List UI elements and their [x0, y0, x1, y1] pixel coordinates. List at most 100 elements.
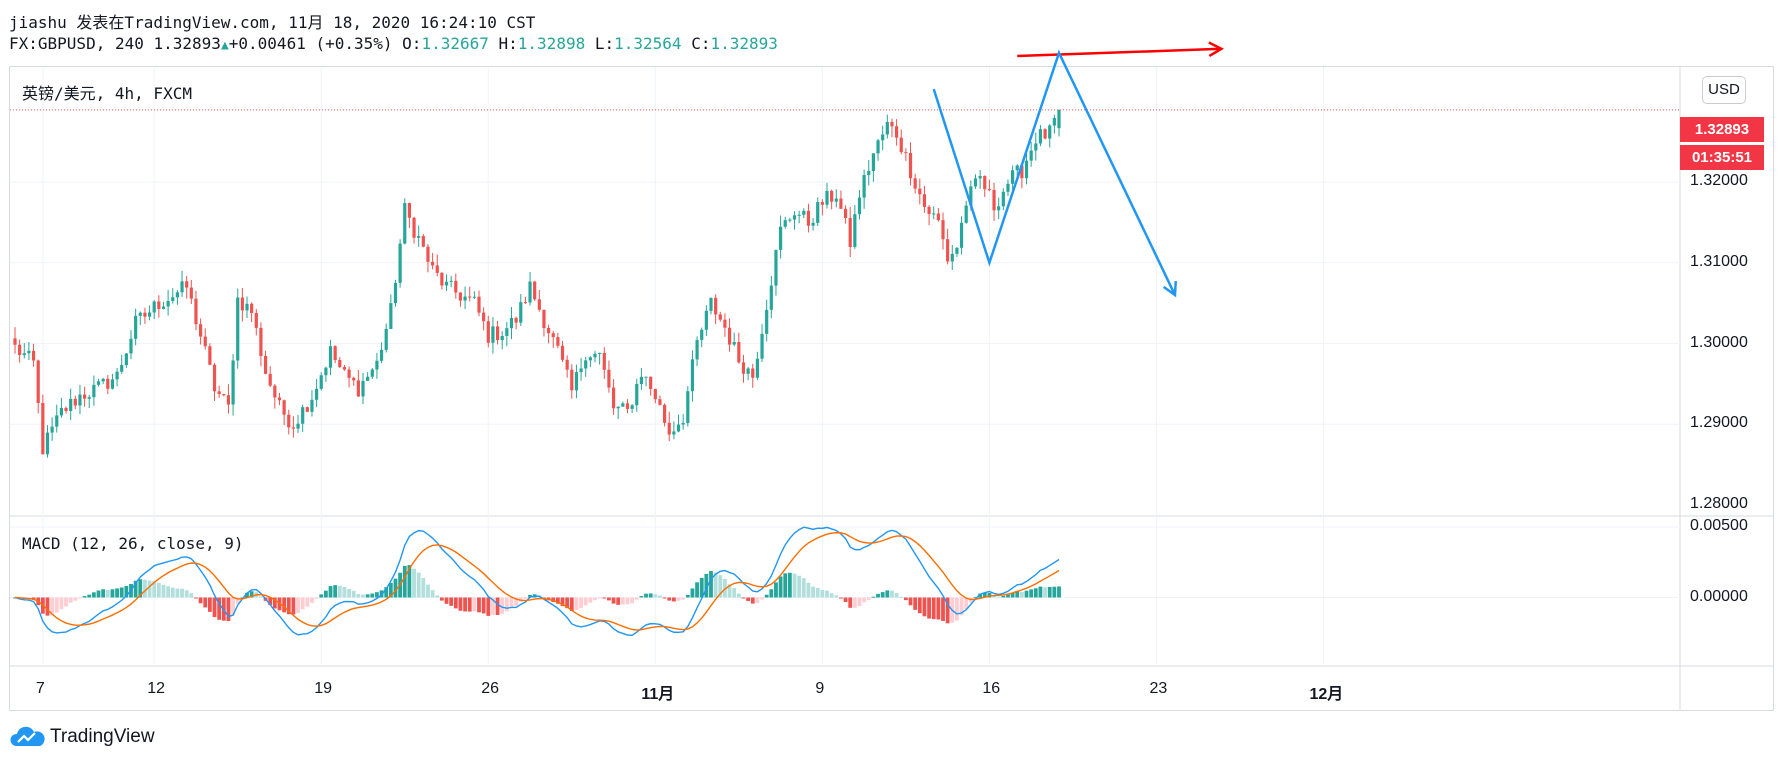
tradingview-logo[interactable]: TradingView: [10, 726, 155, 748]
candle-body: [277, 397, 282, 401]
macd-histogram-bar: [305, 597, 310, 607]
macd-histogram-bar: [156, 582, 161, 598]
macd-histogram-bar: [630, 597, 635, 604]
price-tick-label: 1.28000: [1690, 495, 1748, 512]
candle-body: [663, 404, 667, 423]
macd-histogram-bar: [347, 588, 351, 598]
candle-body: [992, 189, 996, 211]
candle-body: [574, 372, 579, 391]
macd-histogram-bar: [370, 593, 375, 598]
macd-histogram-bar: [653, 594, 658, 598]
macd-histogram-bar: [1010, 592, 1015, 598]
candle-body: [375, 360, 379, 370]
candle-body: [621, 403, 625, 407]
macd-histogram-bar: [458, 597, 463, 611]
signal-line: [14, 531, 1060, 631]
macd-histogram-bar: [992, 595, 996, 598]
candle-body: [472, 296, 476, 298]
macd-histogram-bar: [787, 572, 792, 598]
macd-histogram-bar: [105, 589, 110, 598]
macd-histogram-bar: [880, 592, 885, 598]
open-label: O:: [402, 34, 422, 53]
macd-histogram-bar: [416, 572, 421, 598]
candle-body: [1006, 183, 1010, 192]
macd-histogram-bar: [560, 597, 565, 607]
candles: [10, 109, 1680, 458]
candle-body: [101, 378, 105, 382]
macd-histogram-bar: [388, 582, 393, 598]
chart-frame: [9, 66, 1774, 711]
candle-body: [788, 219, 792, 221]
candle-body: [13, 338, 17, 345]
candle-body: [27, 350, 31, 354]
macd-histogram-bar: [811, 586, 815, 598]
candle-body: [115, 371, 119, 380]
macd-histogram-bar: [862, 597, 867, 603]
candle-body: [268, 373, 272, 386]
candle-body: [639, 376, 643, 384]
macd-histogram-bar: [750, 597, 755, 604]
candle-body: [440, 272, 444, 286]
candle-body: [463, 296, 467, 301]
time-tick-label: 23: [1149, 680, 1168, 697]
ohlc-legend: FX:GBPUSD, 240 1.32893▲+0.00461 (+0.35%)…: [9, 34, 778, 53]
candle-body: [454, 280, 458, 293]
candle-body: [426, 246, 430, 262]
candle-body: [468, 296, 472, 298]
candle-body: [222, 394, 226, 396]
candle-body: [714, 297, 718, 315]
candle-body: [904, 152, 908, 154]
candle-body: [161, 306, 166, 309]
candle-body: [180, 281, 184, 293]
macd-histogram-bar: [147, 580, 152, 598]
candle-body: [978, 175, 982, 179]
macd-histogram-bar: [927, 597, 931, 619]
candle-body: [482, 312, 486, 322]
candle-body: [932, 213, 936, 215]
candle-body: [514, 317, 518, 323]
macd-line: [14, 526, 1060, 637]
candle-body: [686, 391, 690, 423]
candle-body: [143, 312, 147, 317]
candle-body: [607, 369, 611, 388]
candle-body: [959, 222, 964, 248]
candle-body: [1001, 191, 1005, 207]
macd-histogram-bar: [871, 596, 876, 598]
macd-histogram-bar: [272, 597, 277, 609]
candle-body: [347, 369, 351, 378]
macd-pane: [13, 526, 1061, 637]
candle-body: [955, 247, 959, 254]
last-price: 1.32893: [153, 34, 221, 53]
candle-body: [393, 282, 398, 304]
macd-histogram-bar: [885, 590, 890, 598]
macd-histogram-bar: [296, 597, 300, 614]
candle-body: [825, 190, 829, 205]
candle-body: [857, 197, 862, 215]
macd-histogram-bar: [467, 597, 472, 612]
candle-body: [792, 215, 797, 220]
macd-histogram-bar: [310, 597, 314, 603]
macd-histogram-bar: [444, 597, 449, 604]
macd-histogram-bar: [852, 597, 857, 608]
macd-histogram-bar: [407, 565, 412, 598]
candle-body: [820, 202, 824, 205]
macd-histogram-bar: [449, 597, 454, 606]
candle-body: [769, 285, 773, 310]
macd-histogram-bar: [611, 597, 616, 604]
currency-button[interactable]: USD: [1702, 76, 1746, 104]
candle-body: [848, 218, 852, 247]
candle-body: [166, 300, 170, 307]
candle-body: [319, 375, 323, 389]
candle-body: [45, 432, 50, 455]
macd-histogram-bar: [249, 591, 254, 598]
macd-histogram-bar: [760, 597, 764, 600]
macd-histogram-bar: [509, 597, 514, 608]
candle-body: [946, 239, 950, 262]
macd-histogram-bar: [593, 597, 597, 601]
candle-body: [630, 405, 634, 409]
candle-body: [927, 206, 931, 215]
macd-histogram-bar: [1043, 587, 1047, 598]
candle-body: [1048, 125, 1052, 139]
candle-body: [69, 398, 73, 411]
